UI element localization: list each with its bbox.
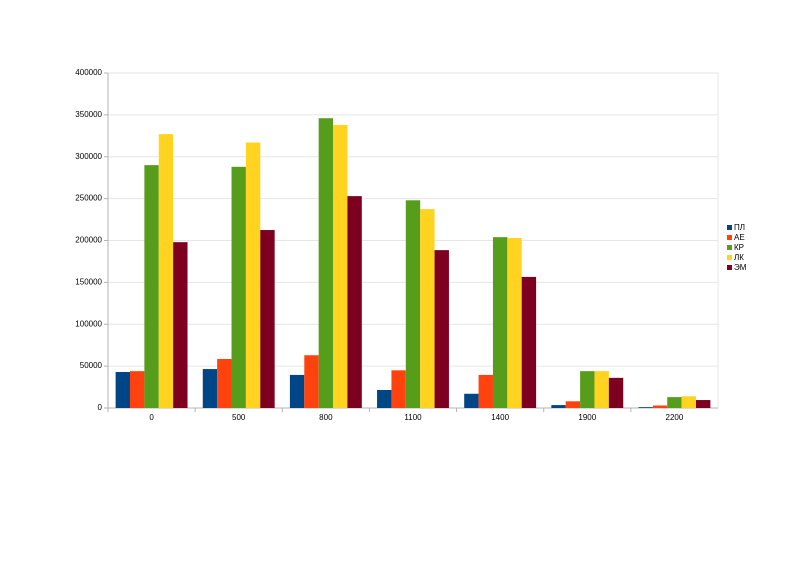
- bar: [115, 371, 131, 408]
- y-tick-label: 350000: [75, 110, 102, 119]
- bar: [551, 405, 566, 408]
- legend-label: АЕ: [734, 233, 745, 242]
- bar: [158, 134, 174, 408]
- bar: [638, 407, 653, 408]
- legend-label: ЭМ: [734, 263, 747, 272]
- bar: [507, 237, 522, 408]
- bar: [681, 396, 696, 408]
- y-tick-label: 400000: [75, 68, 102, 77]
- x-tick-label: 0: [149, 413, 154, 422]
- bar: [565, 401, 581, 408]
- x-tick-label: 1400: [491, 413, 509, 422]
- bar: [478, 374, 493, 408]
- bar: [420, 209, 435, 408]
- bar: [289, 374, 305, 408]
- legend-label: КР: [734, 243, 744, 252]
- y-tick-label: 0: [98, 403, 103, 412]
- y-tick-label: 200000: [75, 236, 102, 245]
- legend-label: ПЛ: [734, 223, 745, 232]
- bar: [347, 196, 362, 408]
- x-tick-label: 500: [232, 413, 246, 422]
- bar: [304, 355, 319, 408]
- bar: [260, 230, 275, 408]
- legend-label: ЛК: [734, 253, 744, 262]
- bar: [130, 371, 145, 408]
- bar: [202, 369, 218, 408]
- bar: [492, 237, 508, 408]
- bar: [231, 166, 246, 408]
- bar: [405, 200, 421, 408]
- plot-area: 0 50000 100000 150000 200000 250000 300000 3500…: [75, 68, 719, 422]
- bar: [434, 250, 449, 408]
- x-tick-label: 1100: [404, 413, 422, 422]
- y-tick-label: 50000: [80, 361, 103, 370]
- bar: [695, 400, 711, 408]
- bar: [464, 393, 479, 408]
- legend-swatch: [727, 245, 732, 250]
- x-tick-label: 2200: [666, 413, 684, 422]
- bar: [217, 359, 232, 408]
- x-tick-label: 1900: [578, 413, 596, 422]
- bar: [318, 118, 334, 408]
- bar: [667, 397, 682, 408]
- legend-swatch: [727, 225, 732, 230]
- legend-swatch: [727, 265, 732, 270]
- bar: [144, 165, 159, 408]
- bar: [608, 377, 624, 408]
- bar: [391, 370, 406, 408]
- bar: [521, 276, 537, 408]
- x-tick-label: 800: [319, 413, 333, 422]
- bar: [377, 389, 392, 408]
- bar: [173, 242, 188, 408]
- bar: [580, 371, 595, 408]
- bar: [245, 142, 261, 408]
- y-tick-label: 100000: [75, 319, 102, 328]
- legend-swatch: [727, 255, 732, 260]
- bar: [333, 124, 348, 409]
- bar: [652, 405, 668, 408]
- y-tick-label: 150000: [75, 277, 102, 286]
- legend-swatch: [727, 235, 732, 240]
- y-tick-label: 300000: [75, 152, 102, 161]
- y-tick-label: 250000: [75, 194, 102, 203]
- bar: [594, 371, 609, 408]
